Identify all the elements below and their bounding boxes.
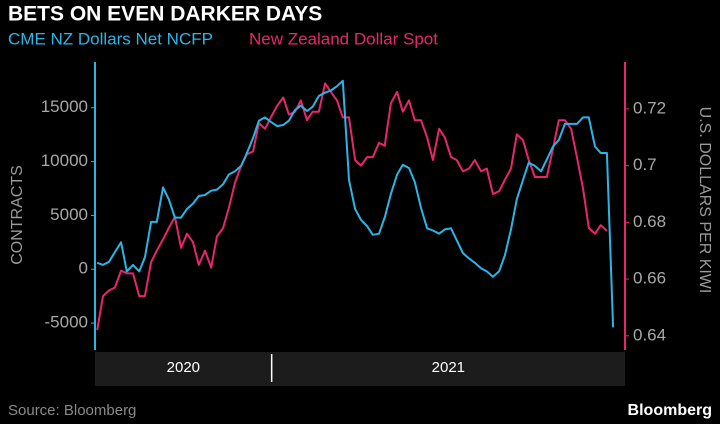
source-note: Source: Bloomberg [8,402,136,419]
y-tick-label: 10000 [41,151,88,170]
chart-title: BETS ON EVEN DARKER DAYS [8,3,322,26]
y-tick-label: 0 [79,259,88,278]
brand-logo: Bloomberg [628,402,712,419]
x-axis-band [95,352,625,386]
y2-tick-label: 0.72 [633,98,666,117]
y2-axis-title: U.S. DOLLARS PER KIWI [696,107,713,294]
y2-tick-label: 0.7 [633,155,657,174]
y2-tick-label: 0.68 [633,212,666,231]
x-tick-label: 2021 [432,359,465,376]
series-line [96,79,615,328]
legend-entry: CME NZ Dollars Net NCFP [8,29,213,48]
y2-tick-label: 0.66 [633,269,666,288]
y-tick-label: 5000 [50,205,88,224]
y2-tick-label: 0.64 [633,325,666,344]
x-tick-label: 2020 [167,359,200,376]
y-tick-label: 15000 [41,97,88,116]
series-line [96,82,608,331]
legend-entry: New Zealand Dollar Spot [249,29,438,48]
y-axis-title: CONTRACTS [9,165,26,265]
y-tick-label: -5000 [45,313,88,332]
